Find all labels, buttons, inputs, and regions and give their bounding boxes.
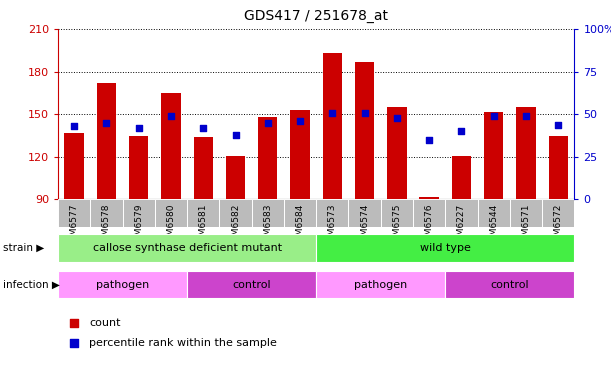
Text: GSM6572: GSM6572 <box>554 203 563 247</box>
Text: GSM6578: GSM6578 <box>102 203 111 247</box>
Bar <box>58 199 90 227</box>
Text: GSM6576: GSM6576 <box>425 203 434 247</box>
Bar <box>355 62 375 199</box>
Point <box>452 43 462 49</box>
Text: GSM6227: GSM6227 <box>457 203 466 247</box>
Bar <box>510 199 542 227</box>
Point <box>101 120 111 126</box>
Text: pathogen: pathogen <box>96 280 149 290</box>
Bar <box>478 199 510 227</box>
Point <box>295 118 305 124</box>
Bar <box>381 199 413 227</box>
Bar <box>58 234 316 262</box>
Point <box>166 113 176 119</box>
Text: control: control <box>491 280 529 290</box>
Bar <box>290 110 310 199</box>
Bar <box>187 271 316 298</box>
Point <box>360 110 370 116</box>
Bar <box>90 199 123 227</box>
Bar <box>219 199 252 227</box>
Bar <box>316 199 348 227</box>
Bar <box>187 199 219 227</box>
Bar <box>252 199 284 227</box>
Bar <box>348 199 381 227</box>
Bar <box>258 117 277 199</box>
Bar <box>413 199 445 227</box>
Bar <box>155 199 187 227</box>
Text: GSM6581: GSM6581 <box>199 203 208 247</box>
Bar <box>194 137 213 199</box>
Point <box>554 122 563 127</box>
Bar <box>129 136 148 199</box>
Text: GSM6580: GSM6580 <box>166 203 175 247</box>
Text: GSM6579: GSM6579 <box>134 203 143 247</box>
Text: GSM6571: GSM6571 <box>521 203 530 247</box>
Text: pathogen: pathogen <box>354 280 408 290</box>
Text: infection ▶: infection ▶ <box>3 280 60 290</box>
Text: wild type: wild type <box>420 243 470 253</box>
Point <box>521 113 531 119</box>
Text: control: control <box>232 280 271 290</box>
Bar <box>284 199 316 227</box>
Bar <box>323 53 342 199</box>
Point <box>456 128 466 134</box>
Bar <box>226 156 245 199</box>
Text: GSM6575: GSM6575 <box>392 203 401 247</box>
Text: count: count <box>89 318 120 328</box>
Point <box>392 115 402 121</box>
Text: strain ▶: strain ▶ <box>3 243 45 253</box>
Bar <box>123 199 155 227</box>
Point <box>263 120 273 126</box>
Bar <box>387 107 406 199</box>
Text: GSM6584: GSM6584 <box>296 203 304 247</box>
Bar <box>58 271 187 298</box>
Bar <box>161 93 181 199</box>
Bar <box>445 199 478 227</box>
Text: callose synthase deficient mutant: callose synthase deficient mutant <box>92 243 282 253</box>
Bar <box>452 156 471 199</box>
Text: GDS417 / 251678_at: GDS417 / 251678_at <box>244 9 388 23</box>
Bar <box>97 83 116 199</box>
Bar <box>484 112 503 199</box>
Point <box>230 132 240 138</box>
Point <box>134 125 144 131</box>
Point <box>489 113 499 119</box>
Text: GSM6583: GSM6583 <box>263 203 273 247</box>
Text: percentile rank within the sample: percentile rank within the sample <box>89 338 277 348</box>
Bar <box>516 107 536 199</box>
Bar <box>445 271 574 298</box>
Point <box>199 125 208 131</box>
Bar <box>419 197 439 199</box>
Point <box>424 137 434 143</box>
Text: GSM6574: GSM6574 <box>360 203 369 247</box>
Bar <box>542 199 574 227</box>
Point <box>327 110 337 116</box>
Point <box>452 219 462 224</box>
Bar <box>549 136 568 199</box>
Text: GSM6582: GSM6582 <box>231 203 240 247</box>
Point <box>69 123 79 129</box>
Bar <box>65 133 84 199</box>
Text: GSM6573: GSM6573 <box>328 203 337 247</box>
Bar <box>316 234 574 262</box>
Text: GSM6577: GSM6577 <box>70 203 79 247</box>
Bar <box>316 271 445 298</box>
Text: GSM6544: GSM6544 <box>489 203 498 247</box>
